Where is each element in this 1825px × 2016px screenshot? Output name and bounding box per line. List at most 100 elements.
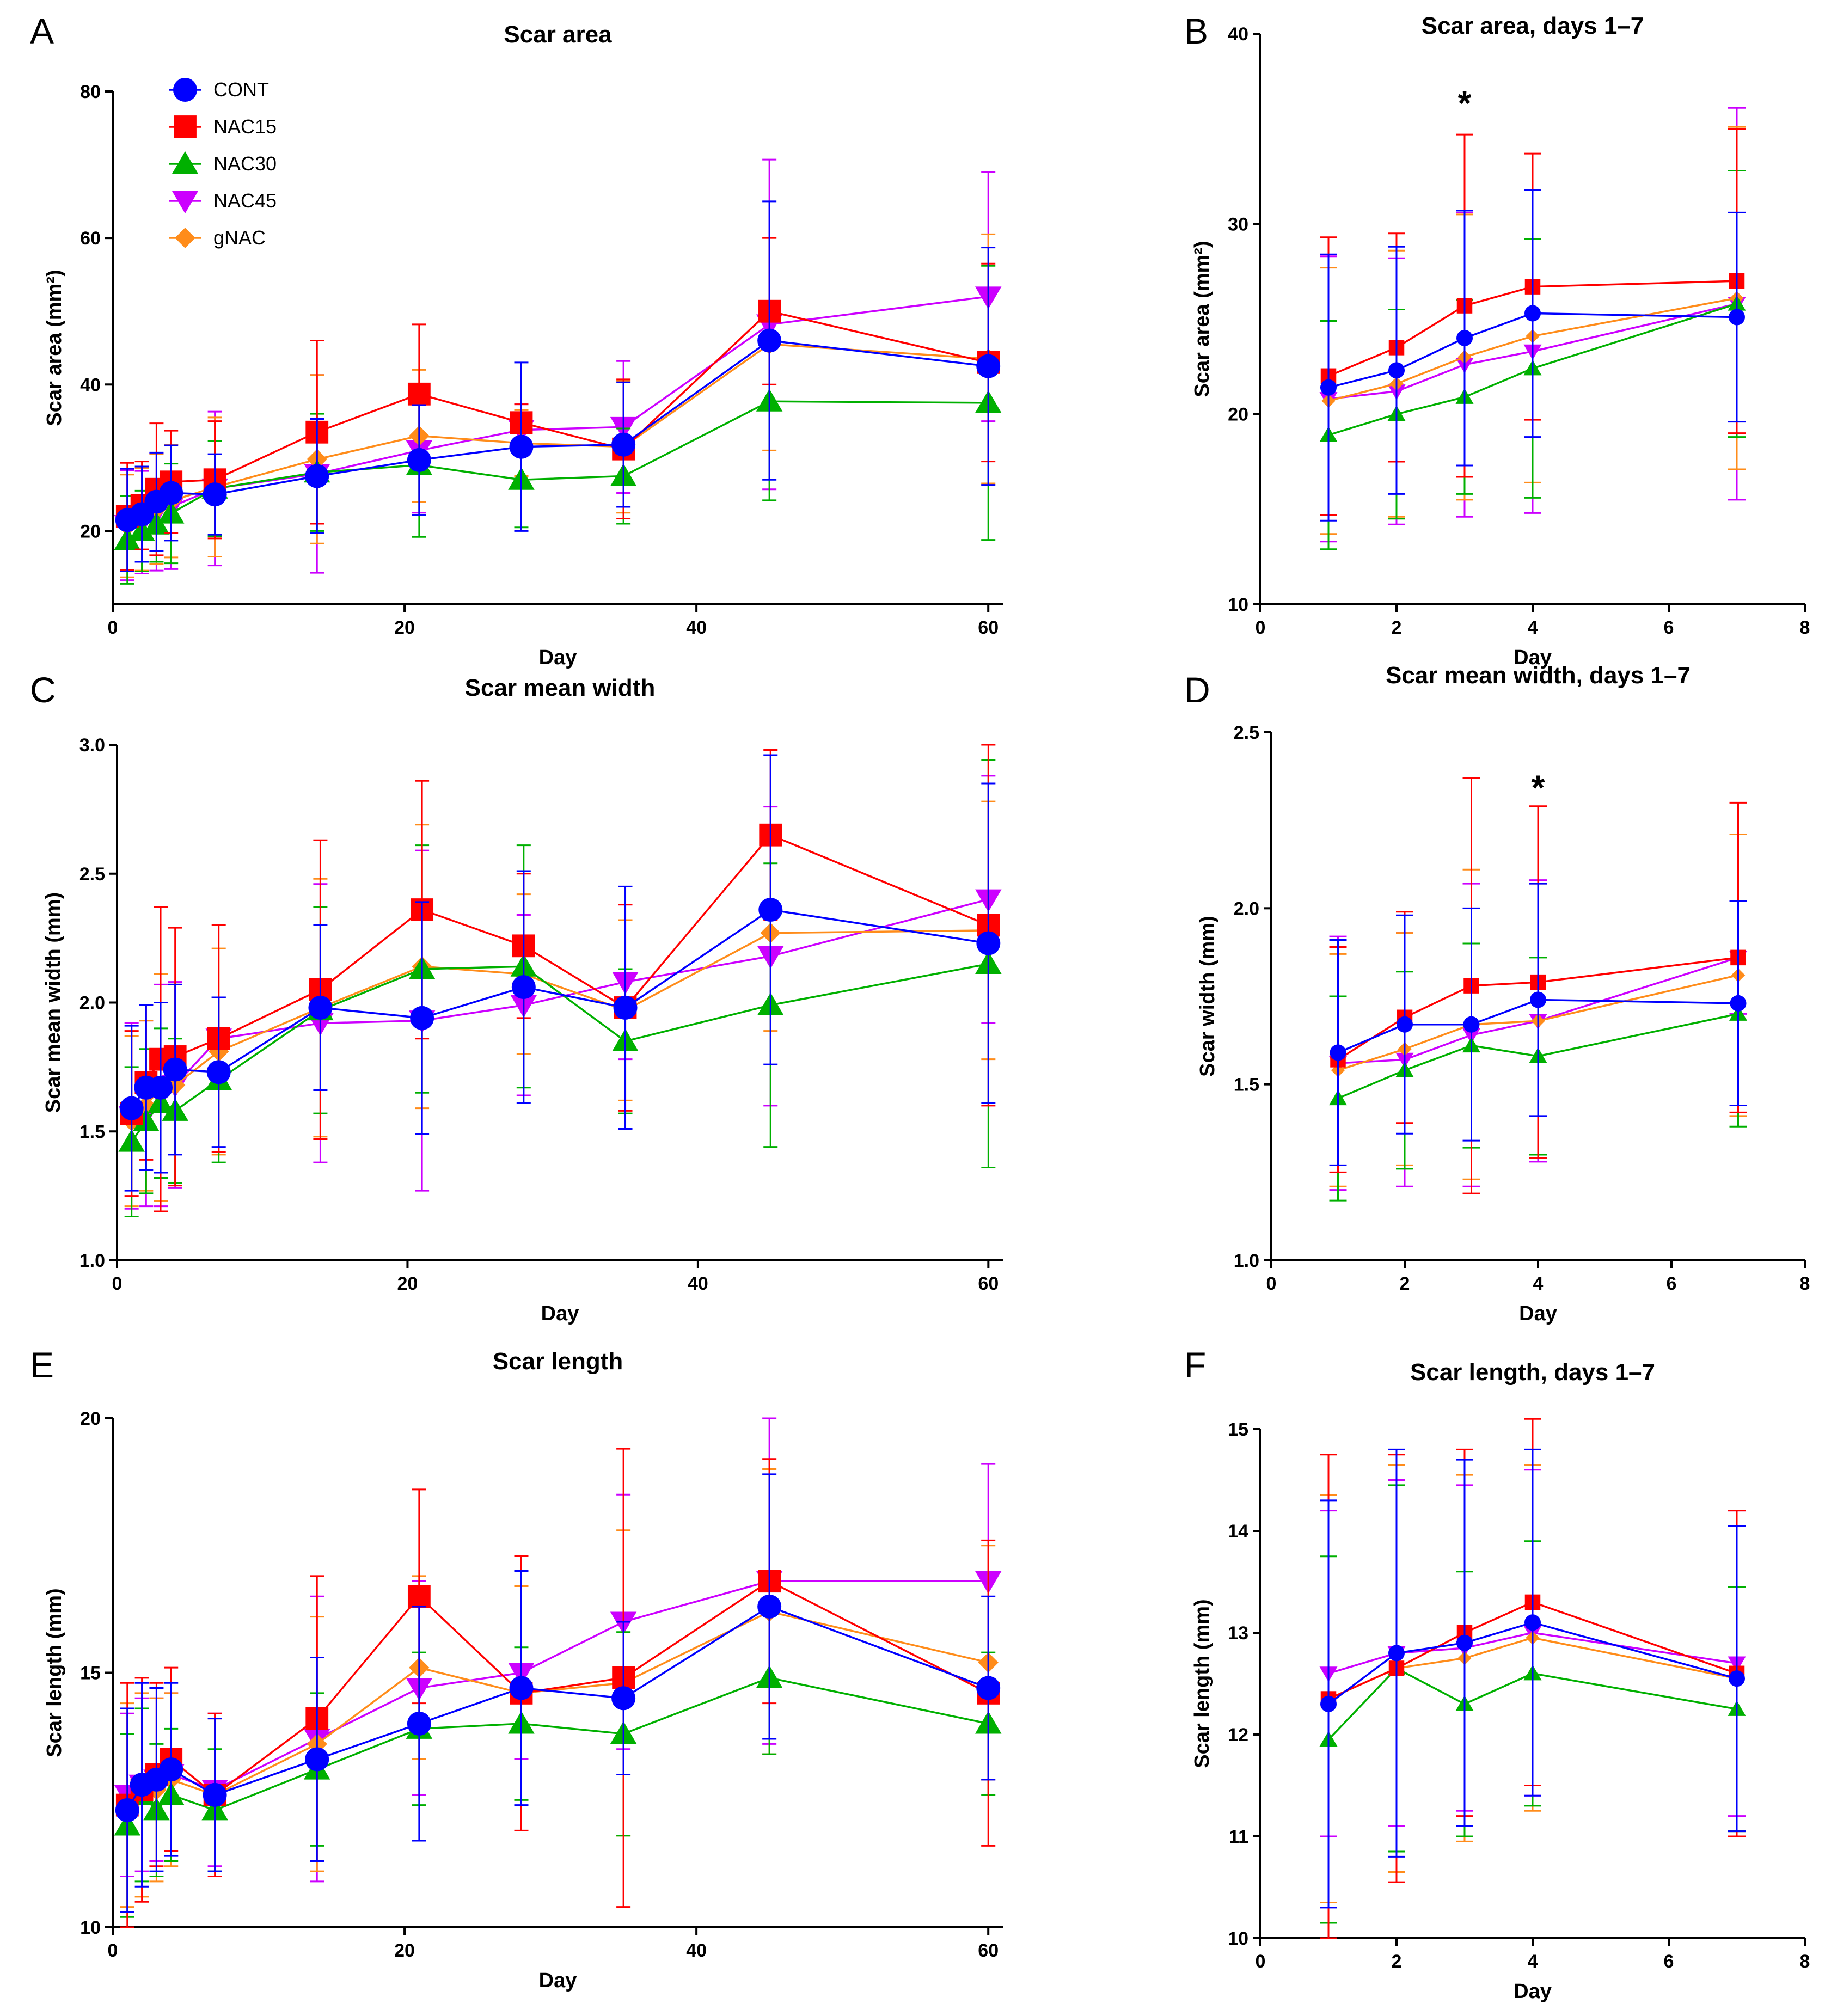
series-cont-d	[1329, 883, 1747, 1166]
series-line-nac15	[126, 1580, 989, 1806]
y-tick-label-e: 10	[80, 1917, 101, 1938]
data-point-cont	[1456, 329, 1473, 346]
data-point-cont	[757, 1594, 782, 1619]
data-point-cont	[1524, 1614, 1541, 1631]
data-point-cont	[976, 1676, 1001, 1700]
y-tick-label-d: 1.5	[1234, 1075, 1259, 1095]
series-line-gnac	[127, 343, 989, 527]
x-tick-label-b: 4	[1528, 617, 1538, 638]
x-tick-label-c: 0	[112, 1273, 123, 1294]
y-axis-label-a: Scar area (mm²)	[43, 269, 66, 426]
x-tick-label-d: 8	[1800, 1273, 1810, 1294]
x-tick-label-f: 4	[1528, 1951, 1538, 1972]
series-nac30-e	[114, 1601, 1002, 1918]
x-axis-label-a: Day	[539, 646, 577, 669]
y-tick-label-b: 30	[1228, 214, 1248, 235]
x-tick-label-e: 40	[686, 1940, 707, 1961]
data-point-cont	[1388, 362, 1405, 379]
data-point-cont	[119, 1096, 144, 1120]
x-axis-label-f: Day	[1514, 1980, 1552, 2003]
y-tick-label-c: 1.5	[79, 1122, 105, 1142]
legend-label-cont: CONT	[213, 78, 269, 101]
significance-asterisk-d: *	[1532, 768, 1545, 807]
data-point-cont	[757, 328, 782, 353]
data-point-cont	[410, 1006, 434, 1030]
x-tick-label-f: 8	[1800, 1951, 1810, 1972]
series-line-nac15	[126, 310, 989, 517]
x-tick-label-e: 60	[978, 1940, 999, 1961]
x-tick-label-c: 20	[397, 1273, 418, 1294]
data-point-cont	[1320, 1695, 1337, 1712]
y-axis-label-f: Scar length (mm)	[1191, 1599, 1214, 1768]
data-point-cont	[1320, 379, 1337, 396]
series-line-cont	[127, 339, 989, 521]
data-point-cont	[305, 464, 329, 488]
chart-title-b: Scar area, days 1–7	[1422, 13, 1644, 39]
panel-c: C Scar mean width 1.0 1.5 2.0 2.5 3.0 0 20 40 60 Da…	[30, 670, 1003, 1325]
y-tick-label-d: 1.0	[1234, 1251, 1259, 1271]
data-point-nac15	[407, 382, 431, 406]
data-point-cont	[1530, 991, 1546, 1008]
y-axis-label-b: Scar area (mm²)	[1191, 241, 1214, 397]
data-point-nac15	[407, 1585, 431, 1608]
legend-marker-cont	[173, 78, 197, 102]
y-axis-label-e: Scar length (mm)	[43, 1588, 66, 1757]
significance-asterisk-b: *	[1458, 83, 1472, 122]
x-tick-label-f: 0	[1256, 1951, 1266, 1972]
y-tick-label-c: 1.0	[79, 1251, 105, 1271]
x-tick-label-b: 2	[1392, 617, 1402, 638]
legend-marker-nac45	[172, 191, 199, 214]
y-tick-label-c: 2.5	[79, 864, 105, 885]
x-tick-label-a: 20	[394, 617, 415, 638]
y-tick-label-c: 3.0	[79, 735, 105, 756]
data-point-cont	[407, 1712, 431, 1736]
panel-f: F Scar length, days 1–7 10 11 12 13 14 15 0 2 4 6 8 D…	[1184, 1345, 1810, 2003]
data-point-cont	[611, 432, 636, 457]
series-nac15-a	[115, 237, 1000, 571]
y-tick-label-f: 15	[1228, 1419, 1248, 1440]
x-tick-label-a: 0	[108, 617, 118, 638]
panel-e: E Scar length 10 15 20 0 20 40 60 Day Scar length …	[30, 1345, 1003, 1992]
legend-marker-nac30	[172, 151, 199, 174]
x-tick-label-d: 0	[1266, 1273, 1277, 1294]
panel-b: B Scar area, days 1–7 10 20 30 40 0 2 4 6 8 Day Scar…	[1184, 11, 1810, 669]
data-point-cont	[163, 1057, 187, 1082]
panel-label-a: A	[30, 11, 54, 51]
x-tick-label-d: 4	[1533, 1273, 1544, 1294]
data-point-cont	[1463, 1016, 1480, 1033]
series-cont-f	[1320, 1448, 1746, 1909]
data-point-cont	[1729, 309, 1745, 326]
y-axis-label-d: Scar width (mm)	[1196, 916, 1219, 1077]
series-line-nac30	[126, 1677, 989, 1826]
data-point-cont	[976, 931, 1001, 955]
data-point-cont	[1397, 1016, 1413, 1033]
y-tick-label-b: 20	[1228, 405, 1248, 425]
panel-d: D Scar mean width, days 1–7 1.0 1.5 2.0 2.5 0 2…	[1184, 662, 1810, 1325]
series-cont-e	[115, 1473, 1001, 1913]
legend-label-nac45: NAC45	[213, 189, 277, 212]
x-tick-label-c: 40	[688, 1273, 708, 1294]
y-tick-label-b: 40	[1228, 24, 1248, 45]
y-tick-label-a: 60	[80, 228, 101, 249]
legend: CONT NAC15 NAC30 NAC45 gNAC	[169, 78, 277, 249]
data-point-cont	[203, 482, 227, 507]
y-tick-label-c: 2.0	[79, 993, 105, 1014]
series-line-nac15	[131, 834, 989, 1114]
x-axis-label-c: Day	[541, 1302, 579, 1325]
data-point-cont	[1388, 1645, 1405, 1662]
data-point-cont	[1729, 1670, 1745, 1687]
legend-label-nac30: NAC30	[213, 152, 277, 175]
data-point-cont	[613, 995, 638, 1020]
x-tick-label-b: 8	[1800, 617, 1810, 638]
data-point-cont	[758, 898, 783, 922]
x-tick-label-a: 40	[686, 617, 707, 638]
series-nac30-a	[114, 265, 1002, 585]
y-tick-label-b: 10	[1228, 595, 1248, 615]
legend-label-nac15: NAC15	[213, 115, 277, 138]
y-tick-label-d: 2.5	[1234, 722, 1259, 743]
data-point-cont	[509, 1676, 534, 1700]
x-tick-label-f: 2	[1392, 1951, 1402, 1972]
series-cont-a	[115, 200, 1001, 572]
data-point-cont	[159, 481, 183, 505]
series-nac45-a	[114, 158, 1002, 581]
